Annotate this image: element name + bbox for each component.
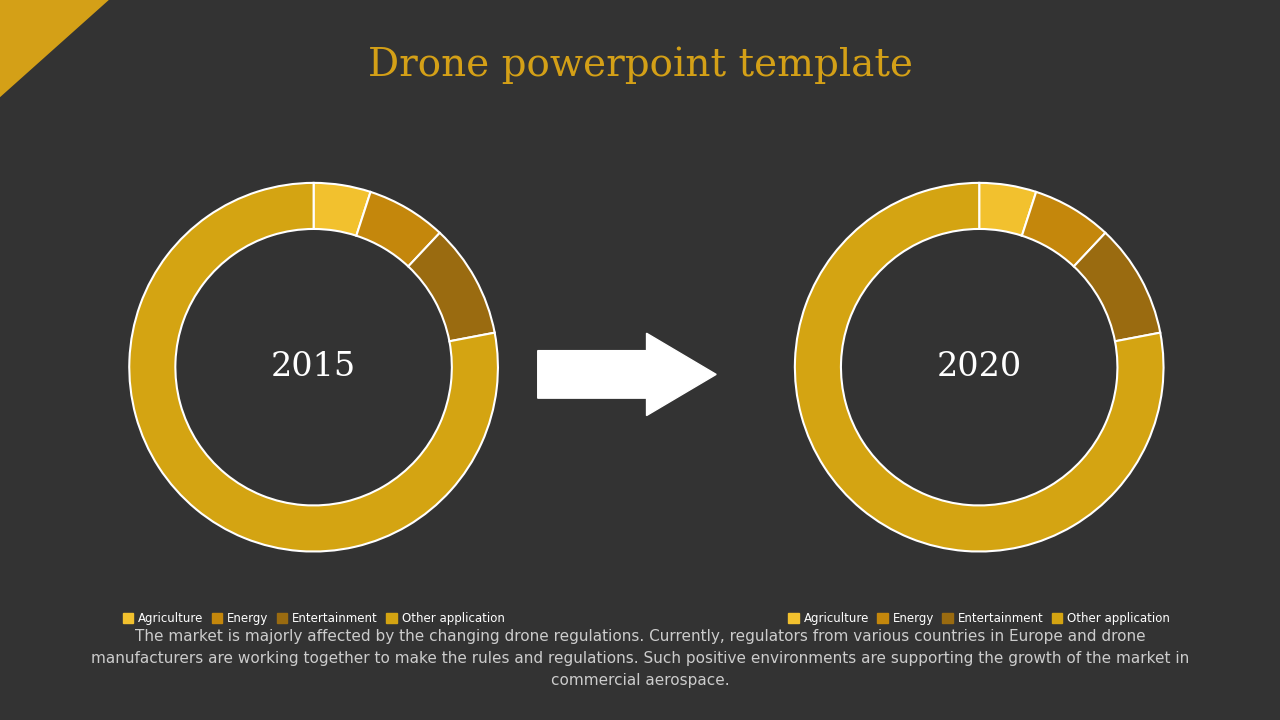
Wedge shape [1021, 192, 1106, 266]
Wedge shape [356, 192, 440, 266]
Wedge shape [408, 233, 494, 341]
Legend: Agriculture, Energy, Entertainment, Other application: Agriculture, Energy, Entertainment, Othe… [785, 608, 1174, 629]
Wedge shape [129, 183, 498, 552]
Text: The market is majorly affected by the changing drone regulations. Currently, reg: The market is majorly affected by the ch… [91, 629, 1189, 688]
Text: 2020: 2020 [937, 351, 1021, 383]
Text: 2015: 2015 [271, 351, 356, 383]
Text: Drone powerpoint template: Drone powerpoint template [367, 46, 913, 84]
Wedge shape [979, 183, 1036, 235]
Wedge shape [795, 183, 1164, 552]
FancyArrow shape [538, 333, 717, 415]
Wedge shape [1074, 233, 1160, 341]
Legend: Agriculture, Energy, Entertainment, Other application: Agriculture, Energy, Entertainment, Othe… [119, 608, 508, 629]
Wedge shape [314, 183, 370, 235]
